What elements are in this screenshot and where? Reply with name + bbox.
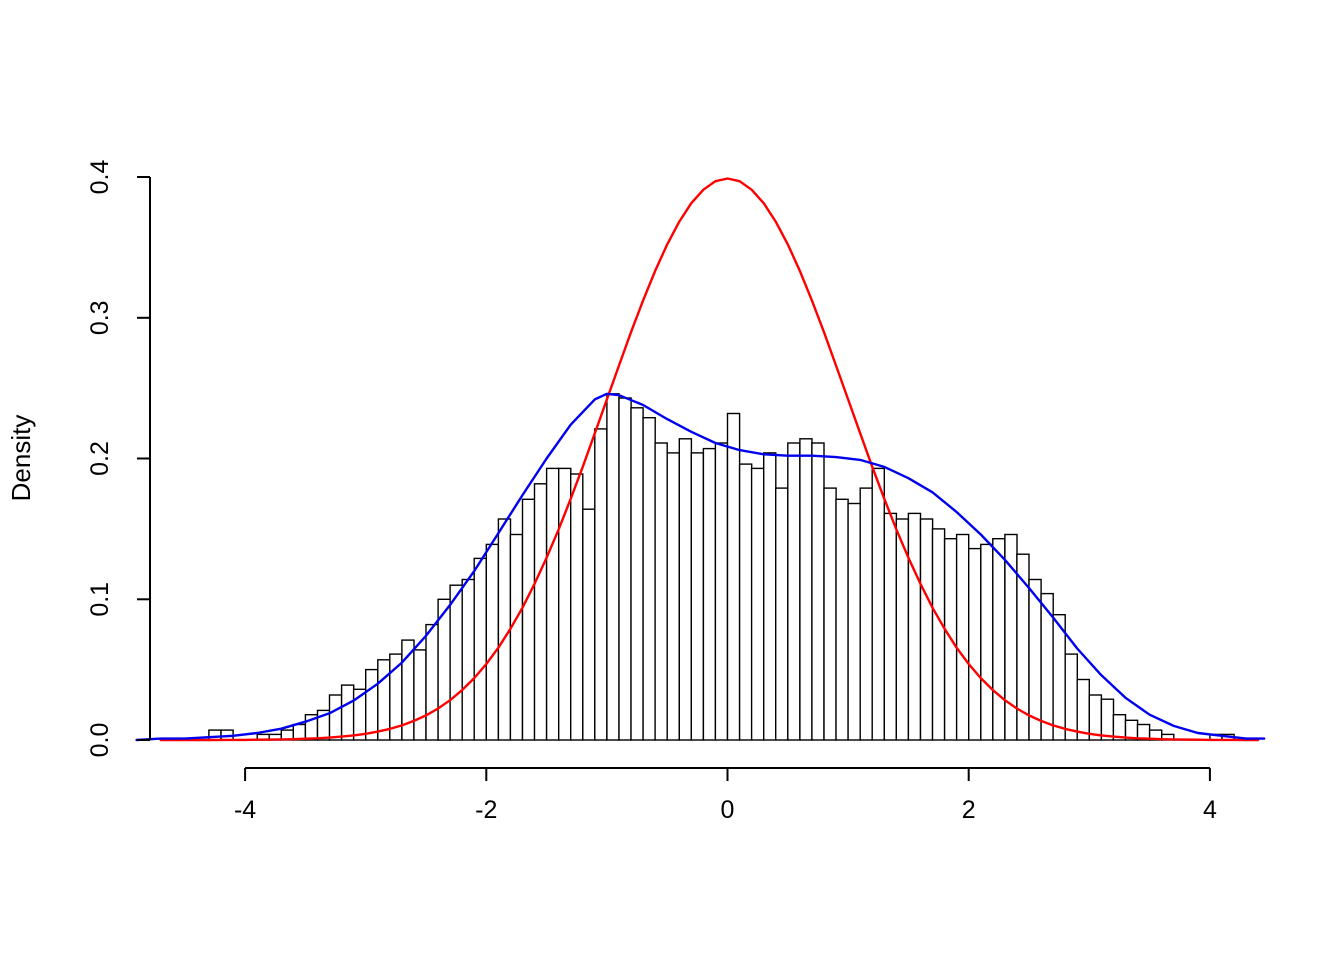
histogram-bar [678,438,693,741]
histogram-bar [847,502,861,741]
histogram-bar [509,533,524,741]
y-tick-label: 0.3 [86,300,114,335]
histogram-bar [1100,698,1115,741]
histogram-bar [811,442,825,741]
x-tick-label: -4 [234,796,256,824]
histogram-bar [775,487,789,741]
histogram-bar [919,518,934,741]
histogram-bar [328,694,343,741]
histogram-bar [570,473,584,741]
y-tick-label: 0.0 [86,723,114,758]
histogram-bar [558,467,572,741]
histogram-bar [980,543,994,741]
histogram-bar [449,584,463,741]
histogram-bar [714,442,729,741]
histogram-bar [702,447,717,741]
histogram-bar [642,417,656,741]
histogram-bar [461,578,476,741]
y-axis-title: Density [6,415,36,502]
histogram-bar [907,512,922,741]
histogram-bar [425,623,439,741]
x-tick-label: 0 [721,796,735,824]
histogram-bar [208,729,222,741]
histogram-bar [594,428,608,741]
histogram-bar [1064,653,1078,741]
histogram-bar [859,487,874,741]
histogram-bar [871,467,886,741]
histogram-bar [340,684,355,741]
kernel-density-estimate-curve [135,392,1266,742]
histogram-bar [763,452,777,741]
histogram-bar [738,463,753,741]
histogram-bar [377,659,391,741]
histogram-bar [437,598,451,741]
histogram-bar [365,668,379,741]
plot-area [135,177,1266,742]
histogram-bar [690,452,705,741]
histogram-bar [545,467,560,741]
histogram-bar [726,412,741,741]
histogram-bar [931,528,946,741]
histogram-bar [992,538,1006,741]
axes: -4 -2 0 2 4 0.0 0.1 0.2 0.3 0.4 [86,160,1217,824]
x-tick-label: 4 [1203,796,1217,824]
histogram-bar [654,442,668,741]
histogram-bar [666,452,681,741]
histogram-bar [799,438,813,741]
histogram-bar [630,407,644,741]
y-tick-label: 0.1 [86,582,114,617]
x-tick-label: -2 [475,796,497,824]
standard-normal-curve [159,177,1260,742]
histogram-bar [955,533,970,741]
histogram-bar [533,483,548,741]
histogram-bar [485,543,500,741]
histogram-bar [473,557,488,741]
histogram-bar [582,508,596,741]
histogram-bar [968,547,982,741]
histogram-bar [750,467,765,741]
y-tick-label: 0.4 [86,160,114,195]
histogram-bar [606,393,620,741]
histogram-bar [1052,614,1066,741]
histogram-bar [787,442,801,741]
histogram-bar [823,487,837,741]
x-tick-label: 2 [962,796,976,824]
histogram-bar [618,397,632,741]
histogram-bar [883,512,898,741]
y-tick-label: 0.2 [86,441,114,476]
histogram-bar [413,649,427,741]
histogram-bar [521,498,536,741]
histogram-bar [835,498,849,741]
